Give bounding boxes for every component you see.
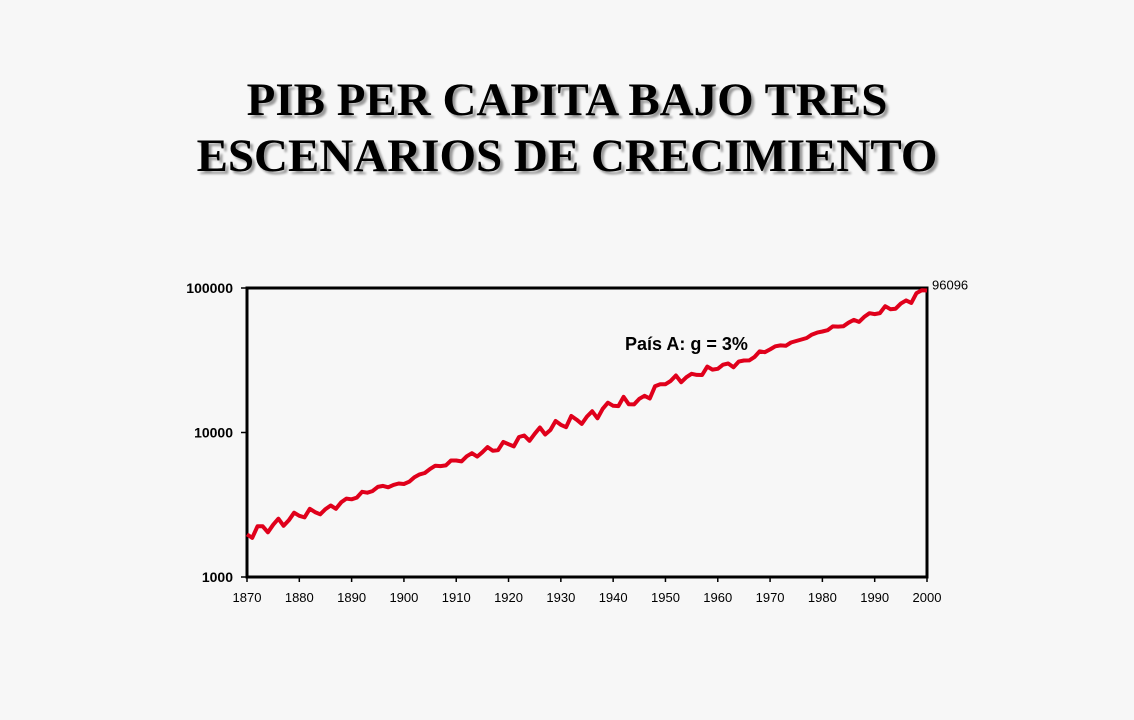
x-tick-label: 1990	[860, 590, 889, 605]
x-tick-label: 1920	[494, 590, 523, 605]
x-tick-label: 2000	[913, 590, 942, 605]
x-tick-label: 1910	[442, 590, 471, 605]
x-tick-label: 1940	[599, 590, 628, 605]
title-line-2: ESCENARIOS DE CRECIMIENTO	[196, 130, 938, 182]
x-tick-label: 1930	[546, 590, 575, 605]
series-label-pais-a: País A: g = 3%	[625, 334, 748, 354]
x-tick-label: 1960	[703, 590, 732, 605]
x-tick-label: 1970	[756, 590, 785, 605]
x-tick-label: 1900	[389, 590, 418, 605]
x-tick-label: 1890	[337, 590, 366, 605]
series-line	[245, 288, 928, 540]
x-tick-label: 1870	[233, 590, 262, 605]
x-axis: 1870 1880 1890 1900 1910 1920 1930 1940 1950 1960…	[233, 577, 942, 605]
end-value-label: 96096	[932, 277, 968, 292]
x-tick-label: 1950	[651, 590, 680, 605]
y-tick-label: 100000	[186, 280, 233, 296]
annotations: País A: g = 3% 96096	[625, 277, 968, 354]
x-tick-label: 1880	[285, 590, 314, 605]
y-tick-label: 1000	[202, 569, 233, 585]
plot-area	[245, 286, 929, 579]
y-axis: 1000 10000 100000	[186, 280, 247, 585]
x-tick-label: 1980	[808, 590, 837, 605]
slide-title: PIB PER CAPITA BAJO TRES ESCENARIOS DE C…	[0, 72, 1134, 184]
series-group	[245, 288, 928, 540]
y-tick-label: 10000	[194, 425, 233, 441]
title-line-1: PIB PER CAPITA BAJO TRES	[246, 74, 888, 126]
